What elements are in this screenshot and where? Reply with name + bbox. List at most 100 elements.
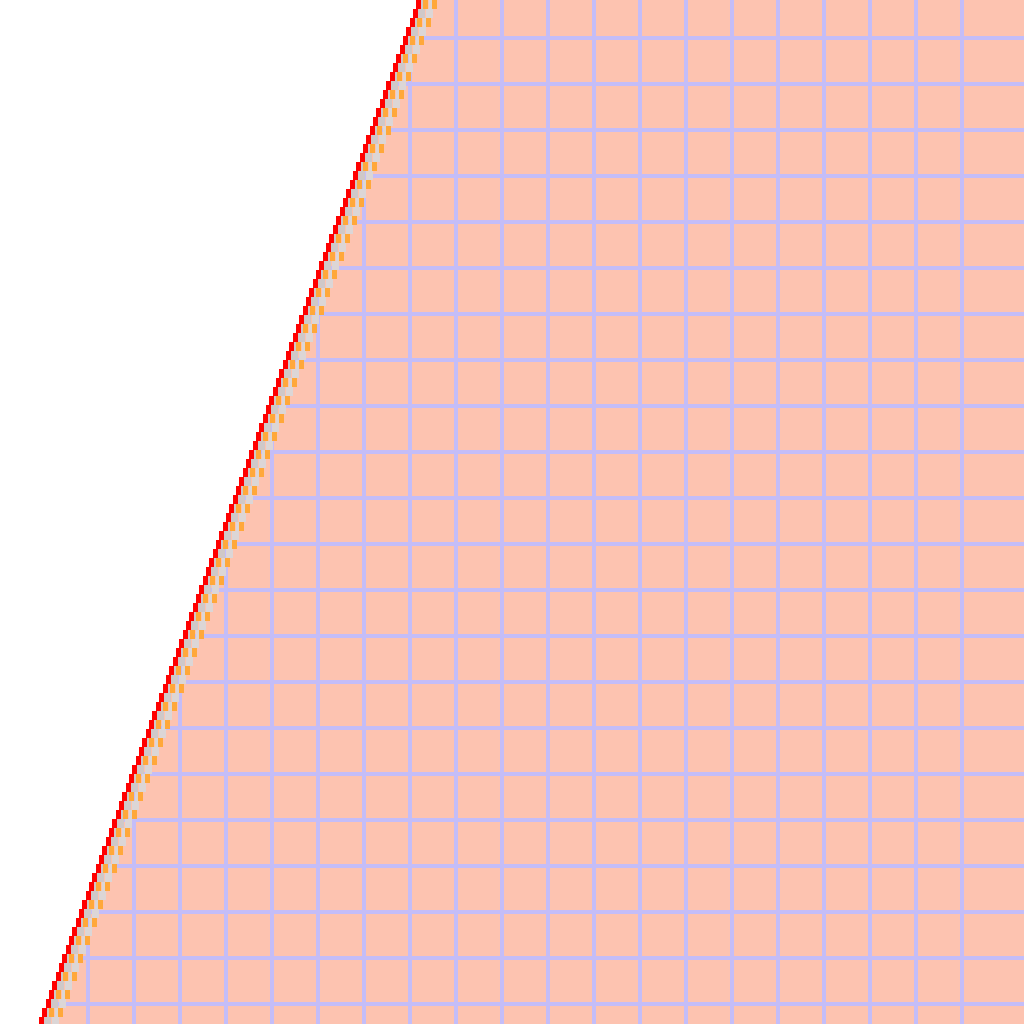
edge-red-pixel [136, 756, 141, 765]
edge-orange-pixel [156, 720, 161, 729]
edge-orange-pixel [230, 522, 235, 531]
edge-grey-pixel [117, 819, 124, 828]
edge-red-pixel [213, 549, 218, 558]
edge-lightgrey-pixel [419, 27, 426, 36]
edge-orange-pixel [263, 432, 268, 441]
edge-grey-pixel [144, 747, 151, 756]
edge-orange-pixel [412, 54, 417, 63]
grid-line-horizontal [41, 910, 1024, 914]
edge-red-pixel [149, 720, 154, 729]
grid-line-horizontal [41, 404, 1024, 408]
edge-grey-pixel [398, 63, 405, 72]
edge-red-pixel [340, 207, 345, 216]
edge-red-pixel [92, 873, 97, 882]
edge-orange-pixel [357, 180, 362, 189]
edge-grey-pixel [97, 873, 104, 882]
edge-red-pixel [72, 927, 77, 936]
edge-orange-pixel [312, 324, 317, 333]
edge-lightgrey-pixel [132, 801, 139, 810]
edge-orange-pixel [152, 756, 157, 765]
edge-red-pixel [253, 441, 258, 450]
edge-red-pixel [122, 792, 127, 801]
edge-red-pixel [116, 810, 121, 819]
edge-lightgrey-pixel [186, 657, 193, 666]
grid-line-horizontal [41, 312, 1024, 316]
edge-lightgrey-pixel [85, 927, 92, 936]
edge-red-pixel [246, 459, 251, 468]
edge-orange-pixel [370, 144, 375, 153]
grid-line-horizontal [41, 82, 1024, 86]
edge-grey-pixel [224, 531, 231, 540]
edge-orange-pixel [419, 36, 424, 45]
edge-lightgrey-pixel [393, 99, 400, 108]
edge-red-pixel [293, 333, 298, 342]
edge-red-pixel [373, 117, 378, 126]
edge-red-pixel [82, 900, 87, 909]
edge-orange-pixel [103, 864, 108, 873]
edge-grey-pixel [391, 81, 398, 90]
edge-orange-pixel [276, 396, 281, 405]
edge-orange-pixel [136, 774, 141, 783]
edge-red-pixel [139, 747, 144, 756]
edge-red-pixel [346, 189, 351, 198]
grid-line-horizontal [41, 496, 1024, 500]
edge-orange-pixel [310, 306, 315, 315]
edge-grey-pixel [151, 729, 158, 738]
edge-orange-pixel [250, 468, 255, 477]
edge-orange-pixel [403, 54, 408, 63]
edge-red-pixel [370, 126, 375, 135]
edge-red-pixel [410, 18, 415, 27]
edge-orange-pixel [185, 666, 190, 675]
edge-red-pixel [380, 99, 385, 108]
edge-orange-pixel [89, 900, 94, 909]
edge-lightgrey-pixel [99, 891, 106, 900]
edge-lightgrey-pixel [353, 207, 360, 216]
edge-red-pixel [400, 45, 405, 54]
grid-line-vertical [730, 0, 734, 1024]
edge-red-pixel [236, 486, 241, 495]
edge-orange-pixel [58, 1008, 63, 1017]
edge-red-pixel [69, 936, 74, 945]
edge-orange-pixel [386, 126, 391, 135]
edge-grey-pixel [137, 765, 144, 774]
edge-orange-pixel [232, 540, 237, 549]
edge-lightgrey-pixel [339, 243, 346, 252]
edge-red-pixel [299, 315, 304, 324]
grid-line-vertical [638, 0, 642, 1024]
grid-line-horizontal [41, 450, 1024, 454]
edge-grey-pixel [365, 153, 372, 162]
edge-orange-pixel [109, 846, 114, 855]
edge-red-pixel [263, 414, 268, 423]
edge-grey-pixel [284, 369, 291, 378]
edge-lightgrey-pixel [306, 333, 313, 342]
edge-red-pixel [193, 603, 198, 612]
edge-orange-pixel [343, 216, 348, 225]
edge-orange-pixel [299, 360, 304, 369]
edge-orange-pixel [390, 90, 395, 99]
edge-orange-pixel [303, 324, 308, 333]
edge-orange-pixel [223, 540, 228, 549]
edge-lightgrey-pixel [152, 747, 159, 756]
grid-line-horizontal [41, 128, 1024, 132]
edge-red-pixel [79, 909, 84, 918]
grid-line-vertical [684, 0, 688, 1024]
edge-grey-pixel [111, 837, 118, 846]
edge-red-pixel [76, 918, 81, 927]
edge-red-pixel [203, 576, 208, 585]
edge-grey-pixel [318, 279, 325, 288]
edge-red-pixel [403, 36, 408, 45]
edge-red-pixel [223, 522, 228, 531]
edge-orange-pixel [426, 18, 431, 27]
edge-orange-pixel [105, 882, 110, 891]
region-boundary-edge [39, 0, 437, 1024]
edge-lightgrey-pixel [286, 387, 293, 396]
edge-lightgrey-pixel [159, 729, 166, 738]
edge-orange-pixel [379, 144, 384, 153]
edge-grey-pixel [91, 891, 98, 900]
edge-red-pixel [173, 657, 178, 666]
edge-grey-pixel [251, 459, 258, 468]
edge-orange-pixel [212, 594, 217, 603]
edge-red-pixel [216, 540, 221, 549]
